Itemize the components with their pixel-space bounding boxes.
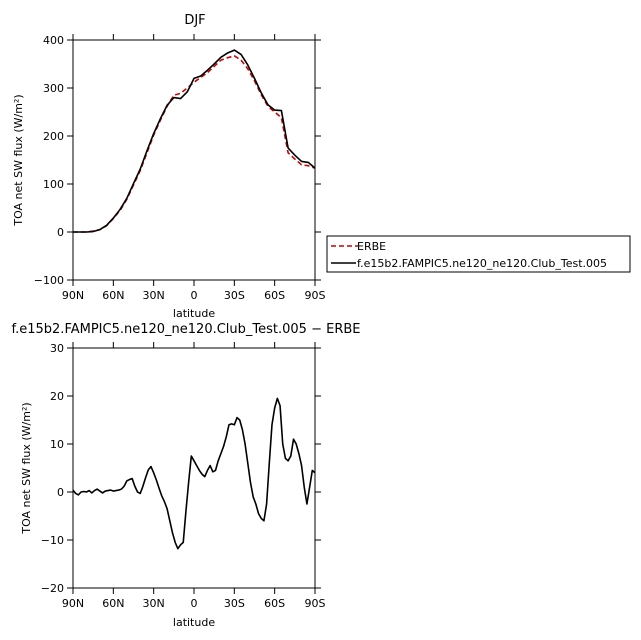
x-tick-label: 60S [264,289,285,302]
x-tick-label: 90N [62,289,84,302]
erbe-series-line [73,55,316,233]
y-tick-label: 400 [43,34,64,47]
x-tick-label: 90S [305,597,326,610]
y-tick-label: −20 [41,582,64,595]
bottom-x-axis-label: latitude [173,616,215,629]
y-tick-label: −10 [41,534,64,547]
x-tick-label: 90N [62,597,84,610]
legend-model-label: f.e15b2.FAMPIC5.ne120_ne120.Club_Test.00… [357,257,607,270]
x-tick-label: 30S [224,597,245,610]
y-tick-label: 10 [50,438,64,451]
x-tick-label: 60N [102,597,124,610]
top-y-axis-label: TOA net SW flux (W/m²) [12,94,25,226]
x-tick-label: 90S [305,289,326,302]
x-tick-label: 0 [191,597,198,610]
legend-box [326,235,631,273]
legend-erbe-label: ERBE [357,240,386,253]
bottom-plot-frame [72,347,316,589]
bottom-y-axis-label: TOA net SW flux (W/m²) [20,402,33,534]
bottom-chart-title: f.e15b2.FAMPIC5.ne120_ne120.Club_Test.00… [11,322,360,337]
top-y-ticks: −100 0 100 200 300 400 [34,34,321,287]
y-tick-label: 0 [57,226,64,239]
top-series-lines [73,49,316,233]
x-tick-label: 30S [224,289,245,302]
top-chart-title: DJF [184,13,205,28]
x-tick-label: 0 [191,289,198,302]
y-tick-label: 20 [50,390,64,403]
x-tick-label: 60N [102,289,124,302]
y-tick-label: 300 [43,82,64,95]
top-plot-frame [72,39,316,281]
y-tick-label: −100 [34,274,64,287]
x-tick-label: 30N [143,597,165,610]
top-x-ticks: 90N 60N 30N 0 30S 60S 90S [62,34,326,302]
y-tick-label: 0 [57,486,64,499]
bottom-panel: f.e15b2.FAMPIC5.ne120_ne120.Club_Test.00… [11,322,360,629]
bottom-series-lines [72,397,316,550]
model-series-line [72,397,316,550]
y-tick-label: 200 [43,130,64,143]
x-tick-label: 30N [143,289,165,302]
y-tick-label: 30 [50,342,64,355]
x-tick-label: 60S [264,597,285,610]
top-x-axis-label: latitude [173,307,215,320]
model-series-line [73,49,316,233]
bottom-y-ticks: −20 −10 0 10 20 30 [41,342,321,595]
legend: ERBE f.e15b2.FAMPIC5.ne120_ne120.Club_Te… [326,235,631,273]
y-tick-label: 100 [43,178,64,191]
bottom-x-ticks: 90N 60N 30N 0 30S 60S 90S [62,342,326,610]
